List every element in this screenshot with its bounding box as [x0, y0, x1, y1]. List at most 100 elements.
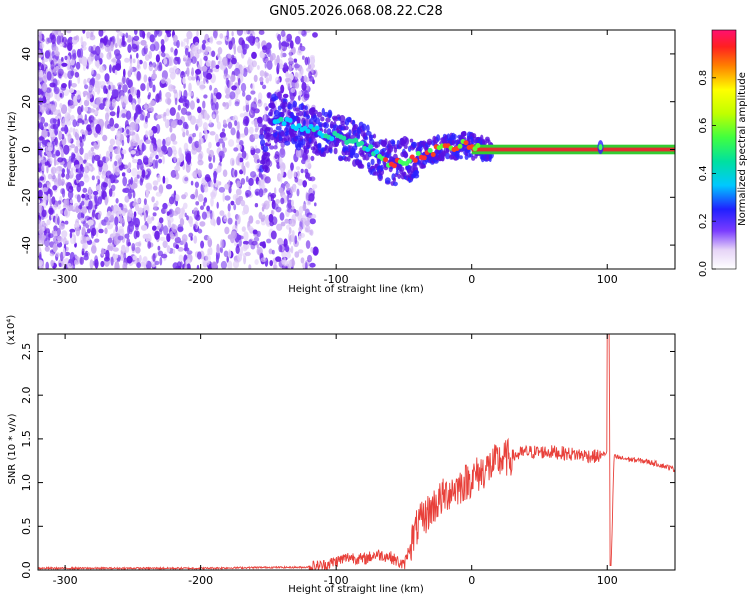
noise-blob	[196, 264, 200, 269]
noise-blob	[84, 114, 88, 121]
noise-blob	[208, 162, 213, 170]
noise-blob	[75, 133, 80, 141]
noise-blob	[51, 30, 57, 36]
noise-blob	[269, 145, 275, 150]
noise-blob	[216, 113, 219, 123]
noise-blob	[274, 187, 277, 195]
noise-blob	[309, 56, 316, 65]
noise-blob	[148, 92, 152, 98]
noise-blob	[121, 113, 126, 119]
noise-blob	[264, 71, 267, 79]
signal-halo	[308, 137, 312, 143]
noise-blob	[81, 41, 87, 47]
noise-blob	[102, 162, 109, 172]
noise-blob	[38, 75, 43, 83]
noise-blob	[87, 92, 93, 99]
noise-blob	[121, 172, 126, 177]
noise-blob	[109, 151, 113, 160]
noise-blob	[111, 58, 117, 63]
noise-blob	[186, 30, 193, 40]
ridge-blob	[412, 157, 418, 163]
noise-blob	[216, 243, 220, 254]
noise-blob	[70, 57, 75, 66]
noise-blob	[136, 198, 141, 204]
noise-blob	[231, 231, 235, 238]
noise-blob	[53, 225, 58, 232]
noise-blob	[209, 210, 213, 220]
noise-blob	[253, 236, 260, 242]
noise-blob	[125, 245, 130, 253]
noise-blob	[238, 238, 242, 247]
noise-blob	[85, 236, 91, 242]
noise-blob	[91, 175, 95, 181]
noise-blob	[121, 244, 126, 252]
x-tick-label: 0	[468, 574, 475, 587]
noise-blob	[152, 142, 158, 152]
noise-blob	[294, 251, 300, 258]
noise-blob	[50, 259, 54, 267]
noise-blob	[158, 217, 164, 224]
noise-blob	[124, 233, 130, 239]
noise-blob	[61, 83, 67, 89]
noise-blob	[203, 55, 208, 61]
noise-blob	[47, 231, 51, 241]
noise-blob	[84, 129, 89, 136]
noise-blob	[57, 118, 61, 127]
noise-blob	[294, 177, 299, 183]
noise-blob	[127, 79, 133, 89]
noise-blob	[149, 43, 156, 52]
noise-blob	[79, 146, 84, 155]
signal-halo	[403, 151, 409, 159]
noise-blob	[239, 113, 245, 118]
y-tick-label: 1.0	[20, 474, 33, 492]
noise-blob	[158, 158, 163, 164]
noise-blob	[195, 201, 200, 206]
noise-blob	[75, 226, 81, 237]
noise-blob	[167, 98, 171, 106]
noise-blob	[177, 104, 181, 111]
noise-blob	[275, 206, 282, 213]
noise-blob	[175, 244, 179, 250]
y-tick-label: -20	[20, 188, 33, 206]
noise-blob	[77, 106, 82, 115]
noise-blob	[301, 81, 307, 91]
ridge-blob	[281, 121, 287, 127]
noise-blob	[115, 53, 122, 60]
noise-blob	[293, 58, 298, 63]
noise-blob	[143, 121, 149, 129]
ridge-blob	[457, 143, 463, 149]
noise-blob	[186, 67, 190, 77]
noise-blob	[47, 131, 50, 138]
ridge-blob	[368, 144, 374, 150]
noise-blob	[200, 240, 205, 249]
noise-blob	[95, 227, 99, 238]
noise-blob	[175, 232, 179, 239]
signal-halo	[264, 166, 270, 173]
noise-blob	[227, 234, 233, 240]
noise-blob	[151, 196, 155, 203]
noise-blob	[265, 77, 270, 84]
noise-blob	[289, 186, 294, 194]
noise-blob	[61, 168, 65, 174]
noise-blob	[147, 156, 153, 166]
noise-blob	[131, 167, 138, 177]
noise-blob	[180, 261, 183, 268]
noise-blob	[170, 233, 175, 240]
noise-blob	[215, 254, 219, 264]
noise-blob	[230, 200, 235, 206]
ridge-blob	[374, 149, 380, 155]
noise-blob	[135, 108, 139, 118]
noise-blob	[135, 223, 139, 231]
noise-blob	[131, 134, 138, 143]
noise-blob	[253, 74, 258, 83]
noise-blob	[274, 76, 280, 85]
noise-blob	[185, 129, 189, 136]
noise-blob	[296, 188, 300, 197]
noise-blob	[83, 159, 87, 164]
noise-blob	[278, 244, 283, 253]
noise-blob	[210, 217, 216, 226]
noise-blob	[74, 164, 80, 169]
noise-blob	[95, 185, 102, 191]
noise-blob	[52, 185, 58, 191]
noise-blob	[135, 242, 141, 247]
